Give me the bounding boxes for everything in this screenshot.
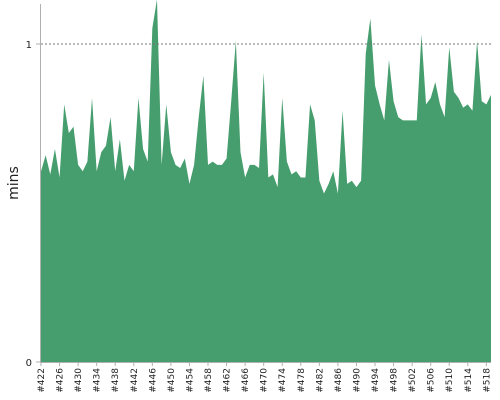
x-tick-label: #438 <box>111 368 121 393</box>
x-tick-label: #434 <box>93 368 103 393</box>
x-tick-label: #466 <box>241 368 251 393</box>
x-tick-label: #446 <box>148 368 158 393</box>
x-tick-label: #474 <box>278 368 288 393</box>
x-tick-label: #470 <box>260 368 270 393</box>
x-tick-label: #498 <box>390 368 400 393</box>
area-fill <box>41 0 491 362</box>
x-tick-label: #462 <box>223 368 233 393</box>
x-tick-label: #486 <box>334 368 344 393</box>
x-tick-label: #454 <box>185 368 195 393</box>
x-tick-label: #482 <box>315 368 325 393</box>
x-axis-ticks: #422 #426 #430 #434 #438 #442 #446 #450 #454 #458… <box>37 362 492 393</box>
x-tick-label: #518 <box>482 368 492 393</box>
y-tick-label: 1 <box>26 40 32 51</box>
x-tick-label: #430 <box>74 368 84 393</box>
x-tick-label: #514 <box>464 368 474 393</box>
x-tick-label: #458 <box>204 368 214 393</box>
y-axis-ticks: 01 <box>26 40 40 369</box>
area-series <box>41 0 491 362</box>
x-tick-label: #478 <box>297 368 307 393</box>
x-tick-label: #442 <box>130 368 140 393</box>
x-tick-label: #426 <box>56 368 66 393</box>
y-axis-title: mins <box>6 166 22 200</box>
x-tick-label: #490 <box>352 368 362 393</box>
y-tick-label: 0 <box>26 358 32 369</box>
x-tick-label: #506 <box>427 368 437 393</box>
x-tick-label: #450 <box>167 368 177 393</box>
x-tick-label: #502 <box>408 368 418 393</box>
x-tick-label: #422 <box>37 368 47 393</box>
x-tick-label: #510 <box>445 368 455 393</box>
x-tick-label: #494 <box>371 368 381 393</box>
